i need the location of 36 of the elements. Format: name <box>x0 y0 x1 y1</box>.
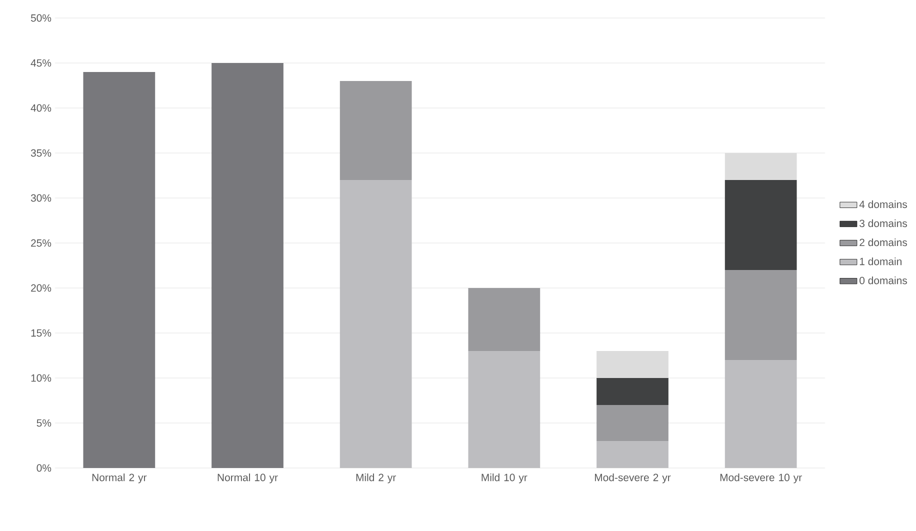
y-tick-label: 45% <box>30 59 52 67</box>
legend-label: 0 domains <box>860 276 907 284</box>
bar <box>724 270 797 360</box>
y-tick-label: 20% <box>31 284 52 292</box>
bar <box>596 351 668 378</box>
x-tick-label: Mild 2 yr <box>356 474 396 484</box>
y-tick-label: 0% <box>36 464 52 472</box>
x-tick-label: Normal 2 yr <box>92 474 147 484</box>
y-tick-label: 10% <box>31 374 52 382</box>
bar <box>724 153 797 180</box>
legend-label: 3 domains <box>860 219 907 228</box>
bar <box>212 62 284 468</box>
bar <box>340 180 412 468</box>
y-tick-label: 25% <box>31 239 52 247</box>
y-tick-label: 35% <box>30 149 52 157</box>
x-tick-label: Normal 10 yr <box>218 474 278 484</box>
y-tick-label: 5% <box>36 419 52 427</box>
bar <box>83 72 156 468</box>
y-tick-label: 40% <box>30 104 52 112</box>
x-tick-label: Mod-severe 10 yr <box>720 474 802 484</box>
legend-label: 2 domains <box>860 238 907 246</box>
bar <box>724 360 797 468</box>
y-tick-label: 30% <box>30 194 52 202</box>
legend-label: 1 domain <box>860 258 902 266</box>
bar <box>468 288 540 351</box>
y-tick-label: 50% <box>30 14 52 22</box>
x-tick-label: Mod-severe 2 yr <box>594 474 671 484</box>
y-tick-label: 15% <box>31 329 52 337</box>
legend-label: 4 domains <box>859 200 907 208</box>
bar <box>724 180 797 270</box>
bar <box>340 80 412 180</box>
bar <box>596 441 668 468</box>
bar <box>468 351 540 468</box>
bar <box>596 378 668 405</box>
x-tick-label: Mild 10 yr <box>482 474 528 484</box>
bar <box>596 405 668 441</box>
